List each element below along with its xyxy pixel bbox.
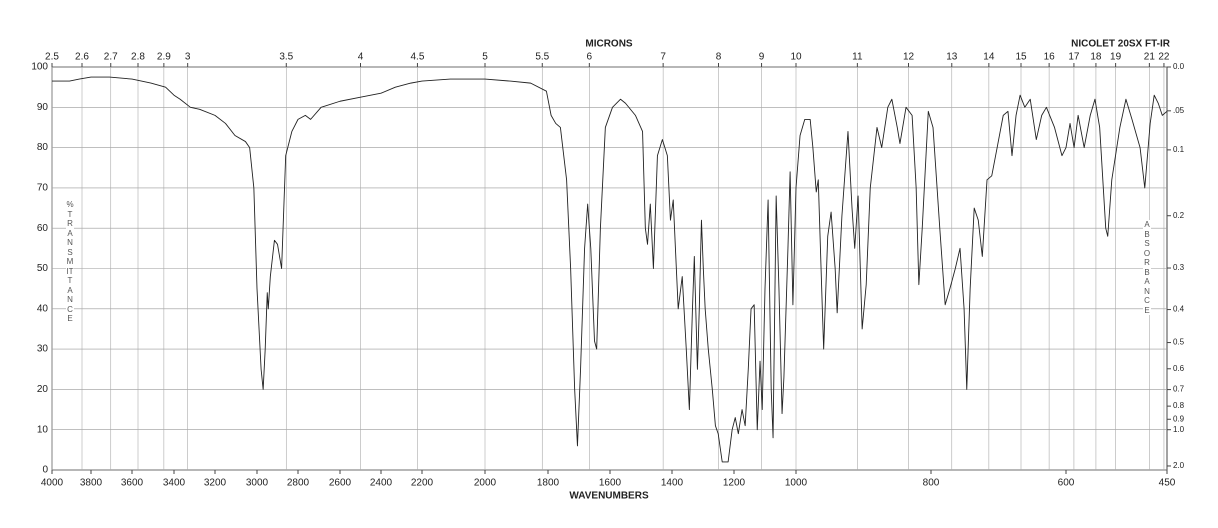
y2-tick-label: 0.1: [1173, 145, 1185, 154]
y2-tick-label: 2.0: [1173, 461, 1185, 470]
x2-tick-label: 15: [1015, 52, 1027, 63]
y-tick-label: 20: [37, 384, 49, 395]
x-tick-label: 1600: [599, 478, 622, 489]
x-tick-label: 450: [1159, 478, 1176, 489]
y2-tick-label: 0.3: [1173, 263, 1185, 272]
y2-tick-label: 0.9: [1173, 414, 1185, 423]
x-tick-label: 1000: [785, 478, 808, 489]
y-tick-label: 70: [37, 183, 49, 194]
x2-tick-label: 2.7: [104, 52, 118, 63]
y2-tick-label: 0.2: [1173, 211, 1185, 220]
x2-tick-label: 21: [1144, 52, 1156, 63]
y-tick-label: 100: [31, 62, 48, 73]
y2-tick-label: 0.5: [1173, 338, 1185, 347]
x-tick-label: 2400: [370, 478, 393, 489]
x2-tick-label: 2.9: [157, 52, 171, 63]
x-tick-label: 1200: [723, 478, 746, 489]
x-tick-label: 3600: [121, 478, 144, 489]
x2-tick-label: 19: [1110, 52, 1122, 63]
x-tick-label: 2000: [474, 478, 497, 489]
spectrum-line: [52, 76, 1168, 463]
x2-tick-label: 22: [1158, 52, 1170, 63]
x-tick-label: 1400: [661, 478, 684, 489]
x2-tick-label: 5.5: [535, 52, 549, 63]
x-axis-title: WAVENUMBERS: [569, 491, 649, 502]
y2-tick-label: .05: [1173, 106, 1185, 115]
y-axis-title: %TRANSMITTANCE: [66, 200, 74, 324]
x-tick-label: 3200: [204, 478, 227, 489]
x2-tick-label: 4: [358, 52, 364, 63]
x2-tick-label: 13: [946, 52, 958, 63]
x-tick-label: 3000: [246, 478, 269, 489]
x2-tick-label: 17: [1068, 52, 1080, 63]
x2-tick-label: 5: [482, 52, 488, 63]
x2-tick-label: 2.8: [131, 52, 145, 63]
x2-tick-label: 6: [587, 52, 593, 63]
y2-tick-label: 0.8: [1173, 401, 1185, 410]
x-tick-label: 2800: [287, 478, 310, 489]
y2-tick-label: 0.7: [1173, 385, 1185, 394]
x-tick-label: 4000: [41, 478, 64, 489]
x2-tick-label: 2.6: [75, 52, 89, 63]
x2-tick-label: 12: [903, 52, 915, 63]
x2-tick-label: 11: [852, 52, 863, 63]
x2-tick-label: 9: [759, 52, 765, 63]
y-tick-label: 80: [37, 142, 49, 153]
y2-tick-label: 1.0: [1173, 425, 1185, 434]
x2-tick-label: 7: [660, 52, 666, 63]
x-tick-label: 1800: [537, 478, 560, 489]
x2-tick-label: 18: [1090, 52, 1102, 63]
x2-tick-label: 14: [983, 52, 995, 63]
x-tick-label: 800: [923, 478, 940, 489]
x-tick-label: 2600: [329, 478, 352, 489]
x2-tick-label: 3: [185, 52, 191, 63]
x2-axis-title: MICRONS: [585, 39, 633, 50]
y-tick-label: 40: [37, 303, 49, 314]
y2-axis-title: ABSORBANCE: [1143, 220, 1151, 315]
y-tick-label: 10: [37, 424, 49, 435]
x2-tick-label: 4.5: [410, 52, 424, 63]
y-tick-label: 30: [37, 344, 49, 355]
x-tick-label: 3800: [80, 478, 103, 489]
x2-tick-label: 8: [716, 52, 722, 63]
annotation: NICOLET 20SX FT-IR: [1071, 39, 1171, 50]
x-tick-label: 3400: [163, 478, 186, 489]
y-tick-label: 50: [37, 263, 49, 274]
x2-tick-label: 3.5: [279, 52, 293, 63]
x2-tick-label: 10: [790, 52, 802, 63]
y2-tick-label: 0.0: [1173, 62, 1185, 71]
x-tick-label: 2200: [411, 478, 434, 489]
x-tick-label: 600: [1058, 478, 1075, 489]
x2-tick-label: 2.5: [45, 52, 59, 63]
y-tick-label: 0: [42, 465, 48, 476]
y-tick-label: 60: [37, 223, 49, 234]
y2-tick-label: 0.6: [1173, 364, 1185, 373]
y-tick-label: 90: [37, 102, 49, 113]
y2-tick-label: 0.4: [1173, 305, 1185, 314]
x2-tick-label: 16: [1044, 52, 1056, 63]
